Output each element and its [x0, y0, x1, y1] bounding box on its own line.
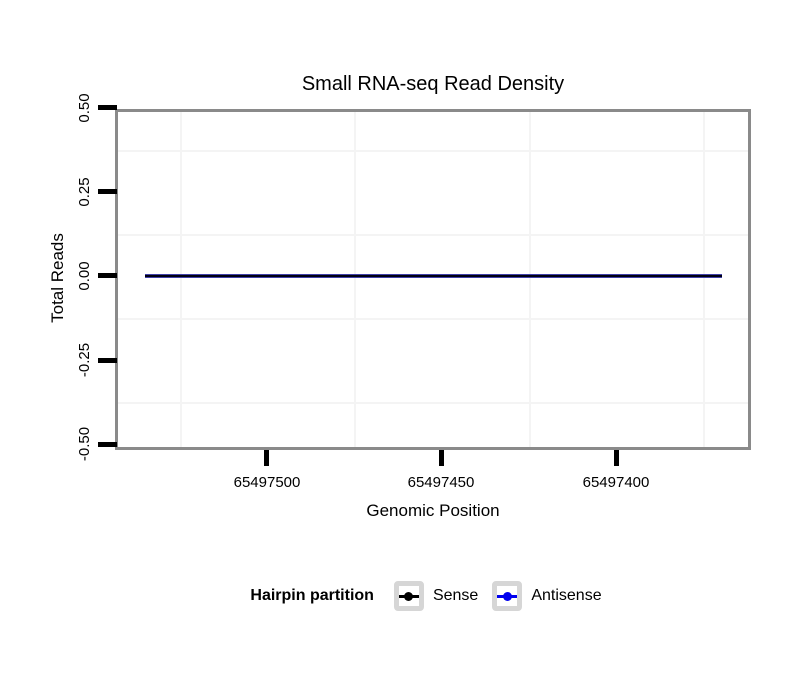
legend-label-sense: Sense	[432, 587, 479, 604]
gridline-minor-v	[703, 112, 705, 447]
y-tick-label: 0.00	[76, 261, 93, 291]
legend: Hairpin partition Sense Antisense	[115, 579, 751, 613]
gridline-minor-v	[529, 112, 531, 447]
y-tick-label: -0.50	[76, 426, 93, 462]
gridline-minor-h	[118, 318, 748, 320]
y-tick	[98, 189, 117, 194]
legend-key-sense	[393, 581, 424, 611]
chart-title: Small RNA-seq Read Density	[301, 73, 565, 95]
x-tick	[264, 450, 269, 466]
x-axis-title: Genomic Position	[366, 501, 500, 520]
gridline-minor-h	[118, 150, 748, 152]
gridline-minor-h	[118, 402, 748, 404]
legend-title: Hairpin partition	[250, 587, 374, 604]
read-density-line	[145, 274, 722, 278]
x-tick-label: 65497500	[233, 474, 301, 491]
legend-key-antisense	[492, 581, 523, 611]
y-tick	[98, 273, 117, 278]
y-axis-title: Total Reads	[48, 233, 67, 323]
antisense-point-icon	[502, 591, 512, 601]
y-tick	[98, 105, 117, 110]
y-tick-label: 0.25	[76, 177, 93, 207]
x-tick-label: 65497450	[407, 474, 475, 491]
y-tick-label: -0.25	[76, 342, 93, 378]
gridline-minor-v	[354, 112, 356, 447]
gridline-minor-v	[180, 112, 182, 447]
legend-label-antisense: Antisense	[531, 587, 602, 604]
y-tick-label: 0.50	[76, 93, 93, 123]
sense-point-icon	[404, 591, 414, 601]
x-tick	[614, 450, 619, 466]
y-tick	[98, 442, 117, 447]
plot-panel	[115, 109, 751, 450]
x-tick	[439, 450, 444, 466]
gridline-minor-h	[118, 234, 748, 236]
x-tick-label: 65497400	[582, 474, 650, 491]
y-tick	[98, 358, 117, 363]
